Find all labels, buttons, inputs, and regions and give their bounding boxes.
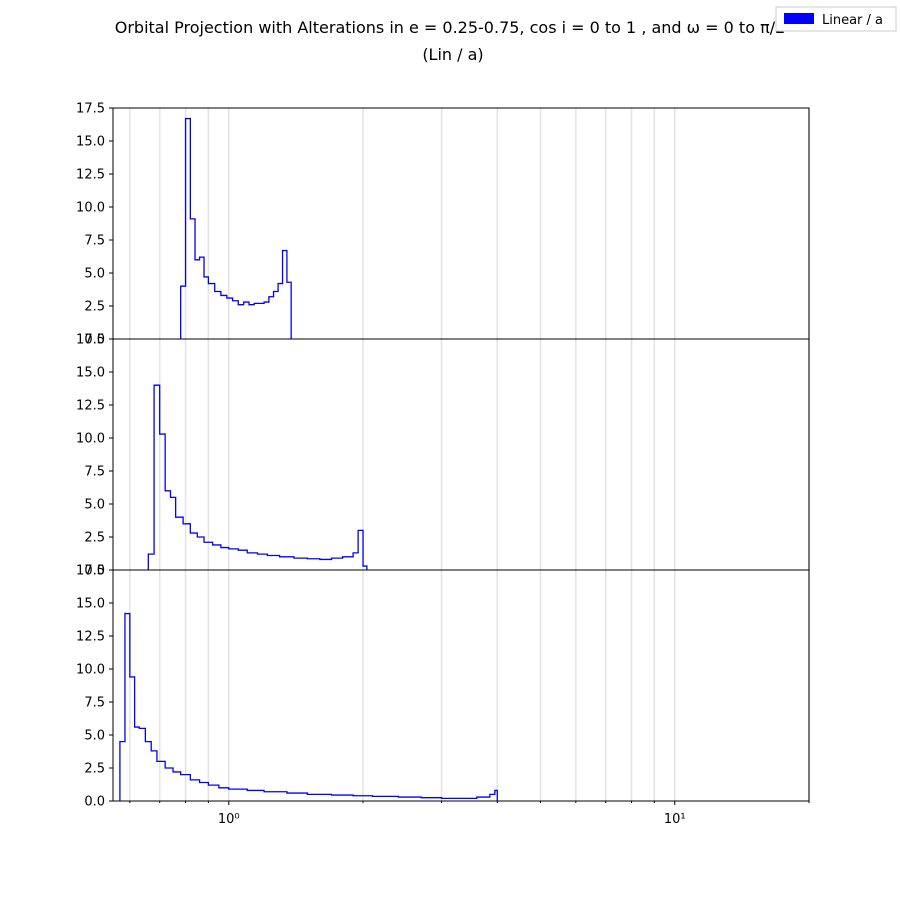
panel-frame (112, 338, 810, 571)
y-tick-label: 10.0 (76, 432, 105, 447)
y-tick-label: 12.5 (76, 168, 105, 183)
y-tick-label: 2.5 (84, 762, 105, 777)
y-tick-label: 10.0 (76, 201, 105, 216)
histogram-series-3 (119, 612, 498, 801)
panel-frame (112, 569, 810, 802)
y-tick-label: 15.0 (76, 597, 105, 612)
chart-title-line1: Orbital Projection with Alterations in e… (115, 18, 786, 37)
y-tick-label: 0.0 (84, 333, 105, 348)
y-tick-label: 15.0 (76, 135, 105, 150)
histogram-series-2 (147, 384, 368, 570)
panel-frame (112, 107, 810, 340)
x-tick-label: 10⁰ (218, 812, 240, 827)
y-tick-label: 7.5 (84, 234, 105, 249)
panel-3: 0.0 2.5 5.0 7.5 10.0 12.5 15.0 17.5 (76, 564, 810, 810)
y-tick-label: 2.5 (84, 300, 105, 315)
x-axis: 10⁰ 10¹ (218, 812, 686, 827)
y-tick-label: 12.5 (76, 630, 105, 645)
y-tick-label: 10.0 (76, 663, 105, 678)
y-tick-label: 17.5 (76, 333, 105, 348)
y-tick-label: 12.5 (76, 399, 105, 414)
y-tick-label: 17.5 (76, 102, 105, 117)
chart-title-line2: (Lin / a) (422, 45, 483, 64)
legend-label: Linear / a (822, 13, 883, 28)
y-tick-label: 7.5 (84, 465, 105, 480)
chart-title: Orbital Projection with Alterations in e… (115, 18, 786, 64)
y-tick-label: 17.5 (76, 564, 105, 579)
panel-2: 0.0 2.5 5.0 7.5 10.0 12.5 15.0 17.5 (76, 333, 810, 579)
y-tick-label: 5.0 (84, 267, 105, 282)
histogram-series-1 (180, 117, 292, 339)
y-tick-label: 15.0 (76, 366, 105, 381)
y-tick-label: 5.0 (84, 498, 105, 513)
y-tick-label: 0.0 (84, 795, 105, 810)
panel-1: 0.0 2.5 5.0 7.5 10.0 12.5 15.0 17.5 (76, 102, 810, 348)
y-tick-label: 5.0 (84, 729, 105, 744)
legend: Linear / a (775, 6, 897, 32)
y-tick-label: 2.5 (84, 531, 105, 546)
y-tick-label: 0.0 (84, 564, 105, 579)
legend-swatch (784, 13, 814, 24)
histogram-panels: 0.02.55.07.510.012.515.017.50.02.55.07.5… (76, 102, 810, 810)
y-tick-label: 7.5 (84, 696, 105, 711)
x-tick-label: 10¹ (664, 812, 686, 827)
